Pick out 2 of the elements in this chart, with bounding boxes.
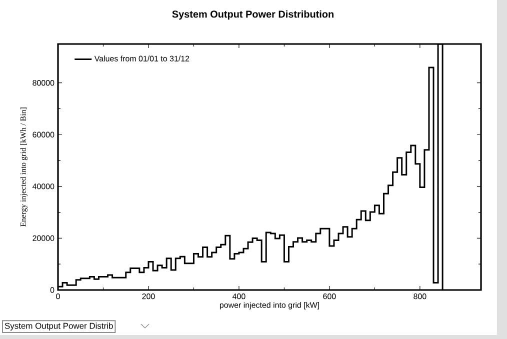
text: System Output Power Distrib bbox=[4, 322, 113, 330]
chart-title: System Output Power Distribution bbox=[172, 10, 334, 20]
